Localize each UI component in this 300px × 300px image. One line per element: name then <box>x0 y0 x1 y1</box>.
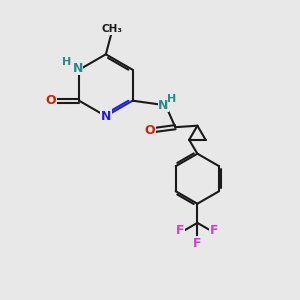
Text: O: O <box>46 94 56 107</box>
Text: F: F <box>193 237 202 250</box>
Text: F: F <box>210 224 218 237</box>
Text: O: O <box>144 124 155 136</box>
Text: N: N <box>100 110 111 123</box>
Text: N: N <box>72 62 83 75</box>
Text: H: H <box>62 57 71 68</box>
Text: H: H <box>167 94 176 104</box>
Text: CH₃: CH₃ <box>101 24 122 34</box>
Text: N: N <box>158 99 169 112</box>
Text: F: F <box>176 224 185 237</box>
